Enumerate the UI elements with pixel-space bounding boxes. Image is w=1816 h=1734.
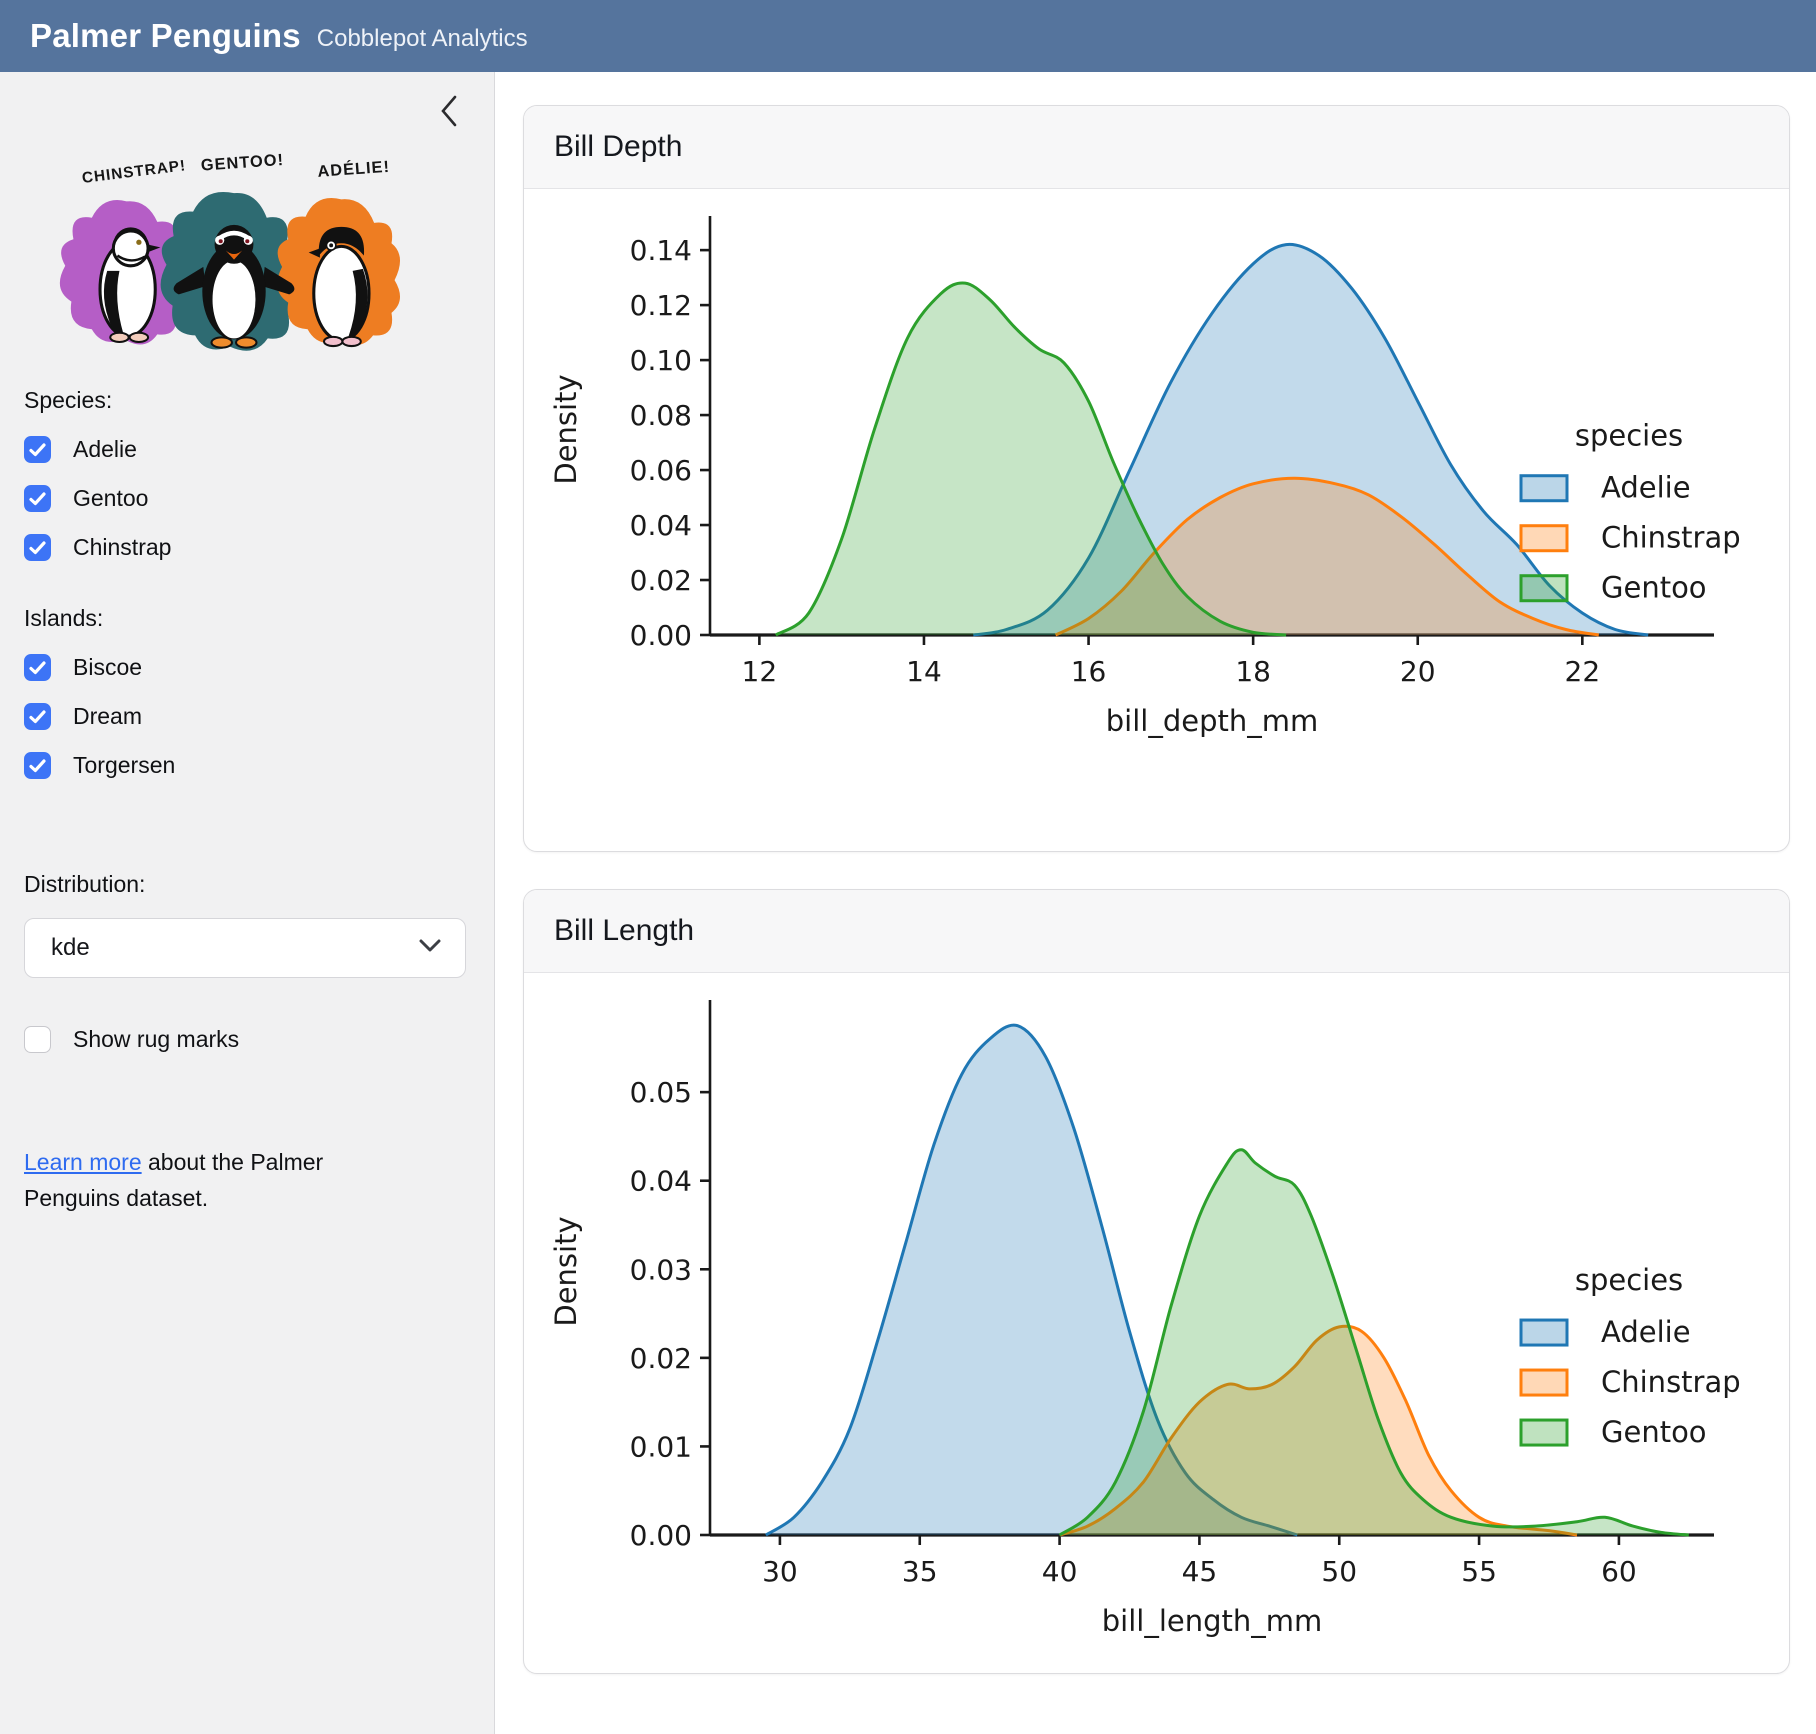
checkbox-label: Show rug marks bbox=[73, 1026, 239, 1053]
svg-text:0.00: 0.00 bbox=[630, 619, 692, 652]
adelie-label: ADÉLIE! bbox=[317, 157, 391, 181]
island-checkbox-torgersen[interactable]: Torgersen bbox=[24, 752, 466, 779]
svg-text:species: species bbox=[1575, 419, 1683, 453]
checkbox[interactable] bbox=[24, 654, 51, 681]
app-header: Palmer Penguins Cobblepot Analytics bbox=[0, 0, 1816, 72]
checkbox-label: Chinstrap bbox=[73, 534, 171, 561]
card-header: Bill Depth bbox=[524, 106, 1789, 189]
checkbox-label: Gentoo bbox=[73, 485, 148, 512]
svg-text:0.14: 0.14 bbox=[630, 234, 692, 267]
checkbox[interactable] bbox=[24, 485, 51, 512]
svg-text:55: 55 bbox=[1461, 1555, 1497, 1588]
sidebar: CHINSTRAP! GENTOO! ADÉLIE! Species: Adel… bbox=[0, 72, 495, 1734]
distribution-select-value: kde bbox=[51, 934, 90, 962]
checkbox[interactable] bbox=[24, 752, 51, 779]
svg-text:Adelie: Adelie bbox=[1601, 471, 1691, 505]
svg-text:12: 12 bbox=[742, 655, 778, 688]
main-content: Bill Depth 12 14 16 18 20 22 0.00 0.02 0.04 0.06 0… bbox=[495, 72, 1816, 1734]
species-checkbox-adelie[interactable]: Adelie bbox=[24, 436, 466, 463]
checkbox[interactable] bbox=[24, 1026, 51, 1053]
checkbox-label: Biscoe bbox=[73, 654, 142, 681]
svg-text:0.04: 0.04 bbox=[630, 509, 692, 542]
svg-text:0.10: 0.10 bbox=[630, 344, 692, 377]
card-title: Bill Length bbox=[554, 914, 1759, 948]
bill-length-plot: 30 35 40 45 50 55 60 0.00 0.01 0.02 0.03 0.04 0.05 bi… bbox=[524, 973, 1789, 1673]
penguin-artwork: CHINSTRAP! GENTOO! ADÉLIE! bbox=[24, 140, 466, 365]
chevron-down-icon bbox=[419, 939, 441, 957]
svg-text:Gentoo: Gentoo bbox=[1601, 571, 1707, 605]
svg-text:0.06: 0.06 bbox=[630, 454, 692, 487]
app-title: Palmer Penguins bbox=[30, 17, 301, 55]
svg-text:16: 16 bbox=[1071, 655, 1107, 688]
svg-text:Adelie: Adelie bbox=[1601, 1315, 1691, 1349]
bill-length-card: Bill Length 30 35 40 45 50 55 60 0.00 0.01 0.02 0.… bbox=[523, 889, 1790, 1674]
svg-text:22: 22 bbox=[1565, 655, 1601, 688]
svg-text:40: 40 bbox=[1042, 1555, 1078, 1588]
island-checkbox-dream[interactable]: Dream bbox=[24, 703, 466, 730]
svg-text:50: 50 bbox=[1321, 1555, 1357, 1588]
species-section-label: Species: bbox=[24, 387, 466, 414]
svg-text:0.00: 0.00 bbox=[630, 1519, 692, 1552]
svg-text:0.05: 0.05 bbox=[630, 1076, 692, 1109]
card-title: Bill Depth bbox=[554, 130, 1759, 164]
svg-text:bill_depth_mm: bill_depth_mm bbox=[1106, 704, 1319, 738]
svg-text:0.02: 0.02 bbox=[630, 564, 692, 597]
svg-text:Gentoo: Gentoo bbox=[1601, 1415, 1707, 1449]
card-header: Bill Length bbox=[524, 890, 1789, 973]
svg-text:35: 35 bbox=[902, 1555, 938, 1588]
svg-text:45: 45 bbox=[1182, 1555, 1218, 1588]
svg-text:Chinstrap: Chinstrap bbox=[1601, 521, 1741, 555]
checkbox[interactable] bbox=[24, 436, 51, 463]
checkbox[interactable] bbox=[24, 703, 51, 730]
distribution-label: Distribution: bbox=[24, 871, 466, 898]
svg-text:bill_length_mm: bill_length_mm bbox=[1102, 1604, 1323, 1638]
svg-text:0.12: 0.12 bbox=[630, 289, 692, 322]
svg-text:Density: Density bbox=[549, 1216, 583, 1326]
chevron-left-icon bbox=[439, 94, 459, 131]
checkbox[interactable] bbox=[24, 534, 51, 561]
svg-text:20: 20 bbox=[1400, 655, 1436, 688]
svg-text:60: 60 bbox=[1601, 1555, 1637, 1588]
checkbox-label: Dream bbox=[73, 703, 142, 730]
svg-text:0.03: 0.03 bbox=[630, 1253, 692, 1286]
checkbox-label: Adelie bbox=[73, 436, 137, 463]
species-checkbox-chinstrap[interactable]: Chinstrap bbox=[24, 534, 466, 561]
svg-text:Density: Density bbox=[549, 374, 583, 484]
svg-text:18: 18 bbox=[1235, 655, 1271, 688]
sidebar-collapse-button[interactable] bbox=[436, 94, 462, 130]
chinstrap-label: CHINSTRAP! bbox=[81, 157, 187, 187]
app-subtitle: Cobblepot Analytics bbox=[317, 25, 528, 53]
learn-more-link[interactable]: Learn more bbox=[24, 1149, 142, 1175]
svg-text:30: 30 bbox=[762, 1555, 798, 1588]
rug-marks-checkbox[interactable]: Show rug marks bbox=[24, 1026, 466, 1053]
svg-text:0.01: 0.01 bbox=[630, 1430, 692, 1463]
svg-text:0.02: 0.02 bbox=[630, 1342, 692, 1375]
about-text: Learn more about the Palmer Penguins dat… bbox=[24, 1145, 384, 1216]
svg-text:0.04: 0.04 bbox=[630, 1165, 692, 1198]
gentoo-label: GENTOO! bbox=[200, 151, 284, 175]
species-checkbox-gentoo[interactable]: Gentoo bbox=[24, 485, 466, 512]
checkbox-label: Torgersen bbox=[73, 752, 175, 779]
distribution-select[interactable]: kde bbox=[24, 918, 466, 978]
bill-depth-plot: 12 14 16 18 20 22 0.00 0.02 0.04 0.06 0.08 0.10 0.12… bbox=[524, 189, 1789, 851]
svg-text:Chinstrap: Chinstrap bbox=[1601, 1365, 1741, 1399]
svg-text:species: species bbox=[1575, 1263, 1683, 1297]
svg-text:14: 14 bbox=[906, 655, 942, 688]
bill-depth-card: Bill Depth 12 14 16 18 20 22 0.00 0.02 0.04 0.06 0… bbox=[523, 105, 1790, 852]
island-checkbox-biscoe[interactable]: Biscoe bbox=[24, 654, 466, 681]
islands-section-label: Islands: bbox=[24, 605, 466, 632]
svg-text:0.08: 0.08 bbox=[630, 399, 692, 432]
